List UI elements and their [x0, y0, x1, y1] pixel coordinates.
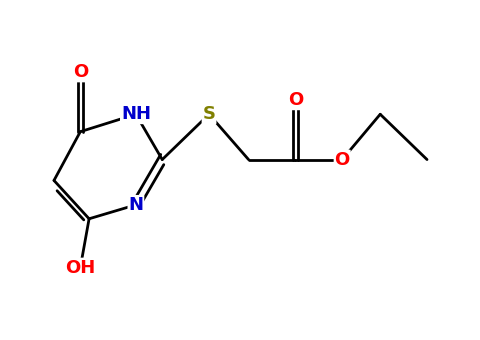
Text: O: O: [72, 64, 88, 82]
Text: O: O: [287, 91, 302, 109]
Text: O: O: [334, 151, 349, 169]
Text: NH: NH: [120, 105, 151, 123]
Text: S: S: [202, 105, 215, 123]
Text: N: N: [128, 196, 143, 214]
Text: OH: OH: [65, 258, 95, 276]
